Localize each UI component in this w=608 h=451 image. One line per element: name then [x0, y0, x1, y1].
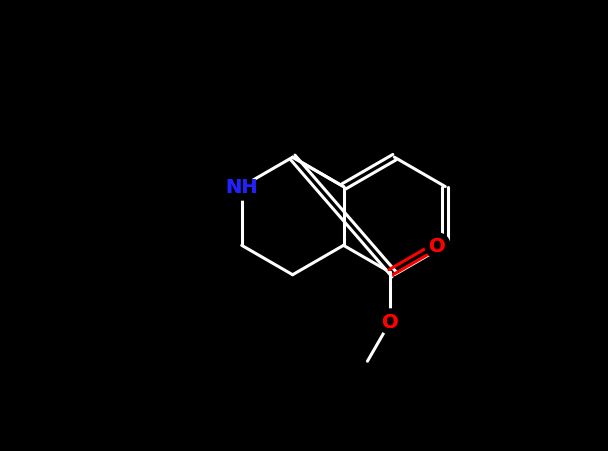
Text: O: O: [382, 312, 399, 331]
Text: O: O: [382, 312, 399, 331]
Text: NH: NH: [226, 178, 258, 197]
Text: O: O: [429, 236, 446, 255]
Text: O: O: [429, 236, 446, 255]
Text: NH: NH: [226, 178, 258, 197]
